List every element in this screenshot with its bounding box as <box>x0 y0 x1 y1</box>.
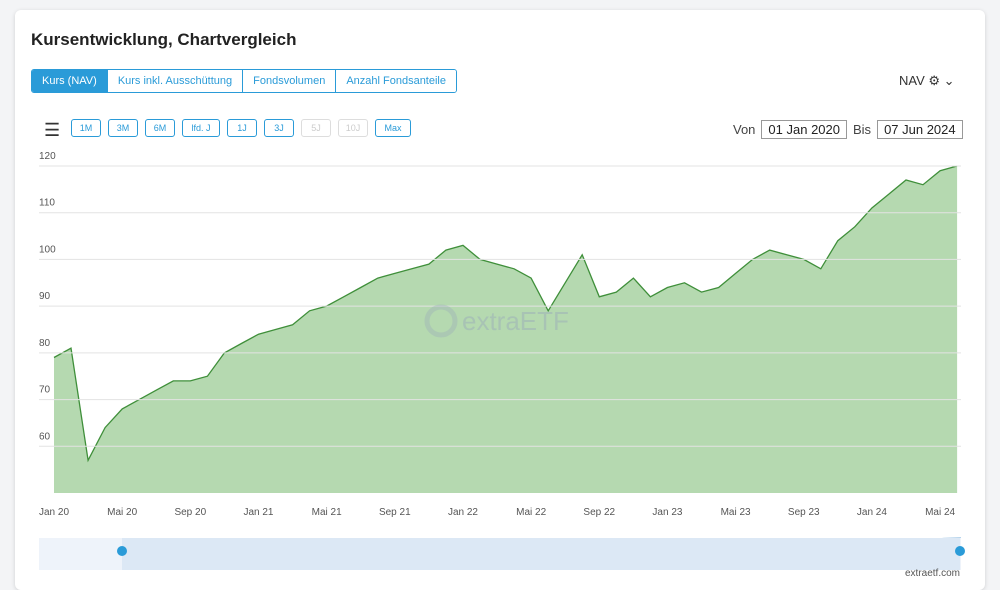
tabs: Kurs (NAV) Kurs inkl. Ausschüttung Fonds… <box>31 69 457 93</box>
area <box>54 166 958 493</box>
line <box>53 165 958 463</box>
menu[interactable]: ☰ <box>44 120 61 140</box>
watermark-logo <box>424 304 458 338</box>
range-button[interactable]: 6M <box>145 119 175 137</box>
to-input[interactable]: 07 Jun 2024 <box>877 120 963 139</box>
tab[interactable]: Kurs (NAV) <box>32 70 107 92</box>
x-tick-label: Sep 21 <box>379 507 411 518</box>
range-button: 10J <box>338 119 368 137</box>
range-button[interactable]: 1M <box>71 119 101 137</box>
x-tick-label: Sep 23 <box>788 507 820 518</box>
range-buttons: 1M 3M 6M lfd. J 1J 3J 5J 10J Max <box>71 119 411 137</box>
x-tick-label: Jan 24 <box>857 507 887 518</box>
y-tick-label: 70 <box>39 385 51 396</box>
x-tick-label: Mai 23 <box>721 507 751 518</box>
range-button[interactable]: 1J <box>227 119 257 137</box>
x-tick-label: Jan 20 <box>39 507 69 518</box>
to-label: Bis <box>853 122 872 137</box>
x-tick-label: Jan 23 <box>652 507 682 518</box>
navigator-handle[interactable] <box>117 546 127 556</box>
range-button[interactable]: lfd. J <box>182 119 220 137</box>
x-tick-label: Jan 21 <box>243 507 273 518</box>
watermark: extraETF <box>462 306 569 336</box>
y-tick-label: 80 <box>39 338 51 349</box>
title: Kursentwicklung, Chartvergleich <box>31 30 297 49</box>
x-tick-label: Mai 24 <box>925 507 955 518</box>
y-tick-label: 60 <box>39 431 51 442</box>
x-tick-label: Sep 20 <box>174 507 206 518</box>
y-tick-label: 100 <box>39 244 56 255</box>
tab[interactable]: Anzahl Fondsanteile <box>335 70 456 92</box>
range-button[interactable]: 3J <box>264 119 294 137</box>
tab[interactable]: Kurs inkl. Ausschüttung <box>106 70 243 92</box>
y-tick-label: 90 <box>39 291 51 302</box>
tab[interactable]: Fondsvolumen <box>242 70 336 92</box>
navigator-selection <box>122 538 960 570</box>
navigator-handle[interactable] <box>955 546 965 556</box>
range-button[interactable]: Max <box>375 119 411 137</box>
x-tick-label: Mai 20 <box>107 507 137 518</box>
x-tick-label: Jan 22 <box>448 507 478 518</box>
range-button: 5J <box>301 119 331 137</box>
x-tick-label: Sep 22 <box>583 507 615 518</box>
credit: extraetf.com <box>905 568 960 579</box>
range-button[interactable]: 3M <box>108 119 138 137</box>
x-tick-label: Mai 21 <box>312 507 342 518</box>
nav-label: NAV <box>899 73 925 88</box>
y-tick-label: 120 <box>39 151 56 162</box>
nav-select[interactable]: NAV ⚙ ⌄ <box>899 73 955 88</box>
y-tick-label: 110 <box>39 198 55 209</box>
from-label: Von <box>733 122 756 137</box>
x-tick-label: Mai 22 <box>516 507 546 518</box>
from-input[interactable]: 01 Jan 2020 <box>761 120 847 139</box>
date-range: Von 01 Jan 2020 Bis 07 Jun 2024 <box>733 120 963 139</box>
